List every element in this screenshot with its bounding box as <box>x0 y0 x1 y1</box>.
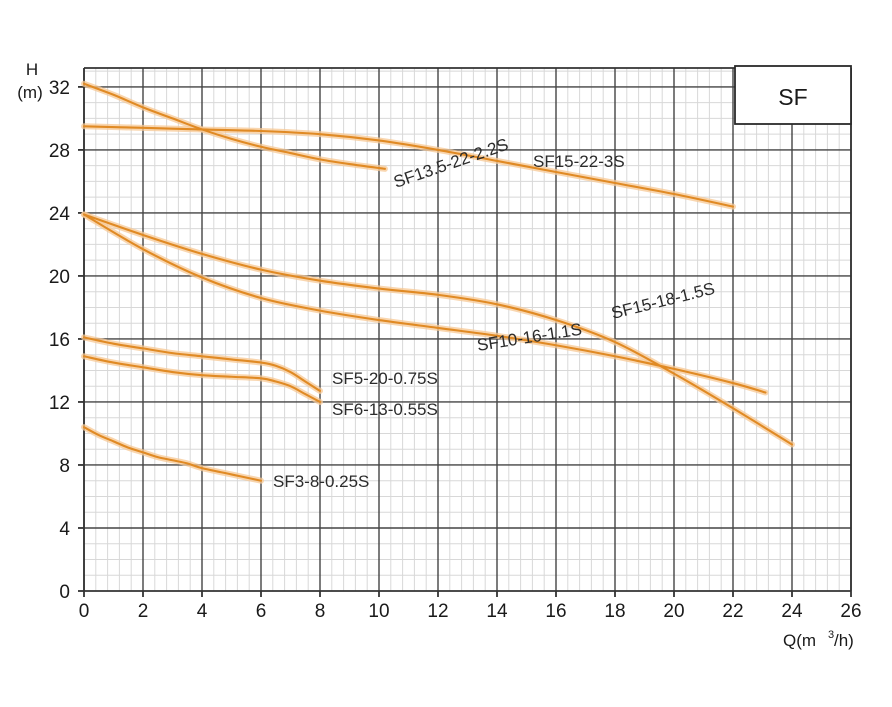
y-axis-tick-label: 12 <box>49 393 70 414</box>
x-axis-tick-label: 12 <box>427 601 448 622</box>
y-axis-tick-label: 20 <box>49 267 70 288</box>
series-curve-halo <box>81 424 264 484</box>
y-axis-tick-label: 32 <box>49 78 70 99</box>
x-axis-tick-label: 24 <box>781 601 803 622</box>
y-axis-tick-label: 8 <box>59 456 70 477</box>
x-axis-tick-label: 14 <box>486 601 508 622</box>
x-axis-tick-label: 26 <box>840 601 861 622</box>
x-axis-tick-label: 8 <box>315 601 326 622</box>
series-curve <box>82 213 767 394</box>
legend-label: SF <box>778 84 807 110</box>
x-axis-title-main: Q(m <box>783 631 816 650</box>
x-axis-tick-label: 4 <box>197 601 208 622</box>
axis-ticks <box>78 86 852 597</box>
y-axis-title-line1: H <box>26 60 38 79</box>
series-curve <box>82 213 794 446</box>
legend-box: SF <box>734 65 852 125</box>
legend-box-frame <box>734 65 852 125</box>
series-curve <box>82 82 386 170</box>
curves <box>81 80 795 484</box>
series-curve-halo <box>81 123 736 210</box>
series-curve <box>82 426 263 482</box>
series-label: SF3-8-0.25S <box>273 472 369 491</box>
x-axis-title-tail: /h) <box>834 631 854 650</box>
x-axis-title-superscript: 3 <box>828 629 834 641</box>
x-axis-tick-label: 22 <box>722 601 743 622</box>
series-curve <box>82 125 735 208</box>
x-axis-tick-label: 6 <box>256 601 267 622</box>
series-label: SF6-13-0.55S <box>332 400 438 419</box>
y-axis-tick-label: 24 <box>49 204 71 225</box>
x-axis-tick-label: 10 <box>368 601 389 622</box>
x-axis-tick-label: 16 <box>545 601 566 622</box>
x-axis-tick-label: 20 <box>663 601 684 622</box>
y-axis-tick-label: 4 <box>59 519 70 540</box>
x-axis-tick-label: 18 <box>604 601 625 622</box>
series-label: SF5-20-0.75S <box>332 369 438 388</box>
plot-frame <box>83 67 852 592</box>
y-axis-tick-label: 16 <box>49 330 70 351</box>
x-axis-tick-label: 2 <box>138 601 149 622</box>
y-axis-title-line2: (m) <box>17 83 42 102</box>
y-axis-tick-label: 0 <box>59 582 70 603</box>
x-axis-title: Q(m 3 /h) <box>783 629 854 650</box>
y-axis-title: H (m) <box>17 60 42 102</box>
series-curve <box>82 355 322 404</box>
series-label: SF15-22-3S <box>533 152 625 171</box>
y-axis-tick-label: 28 <box>49 141 70 162</box>
series-label: SF15-18-1.5S <box>609 279 716 323</box>
series-curve <box>82 336 322 392</box>
x-axis-tick-label: 0 <box>79 601 90 622</box>
